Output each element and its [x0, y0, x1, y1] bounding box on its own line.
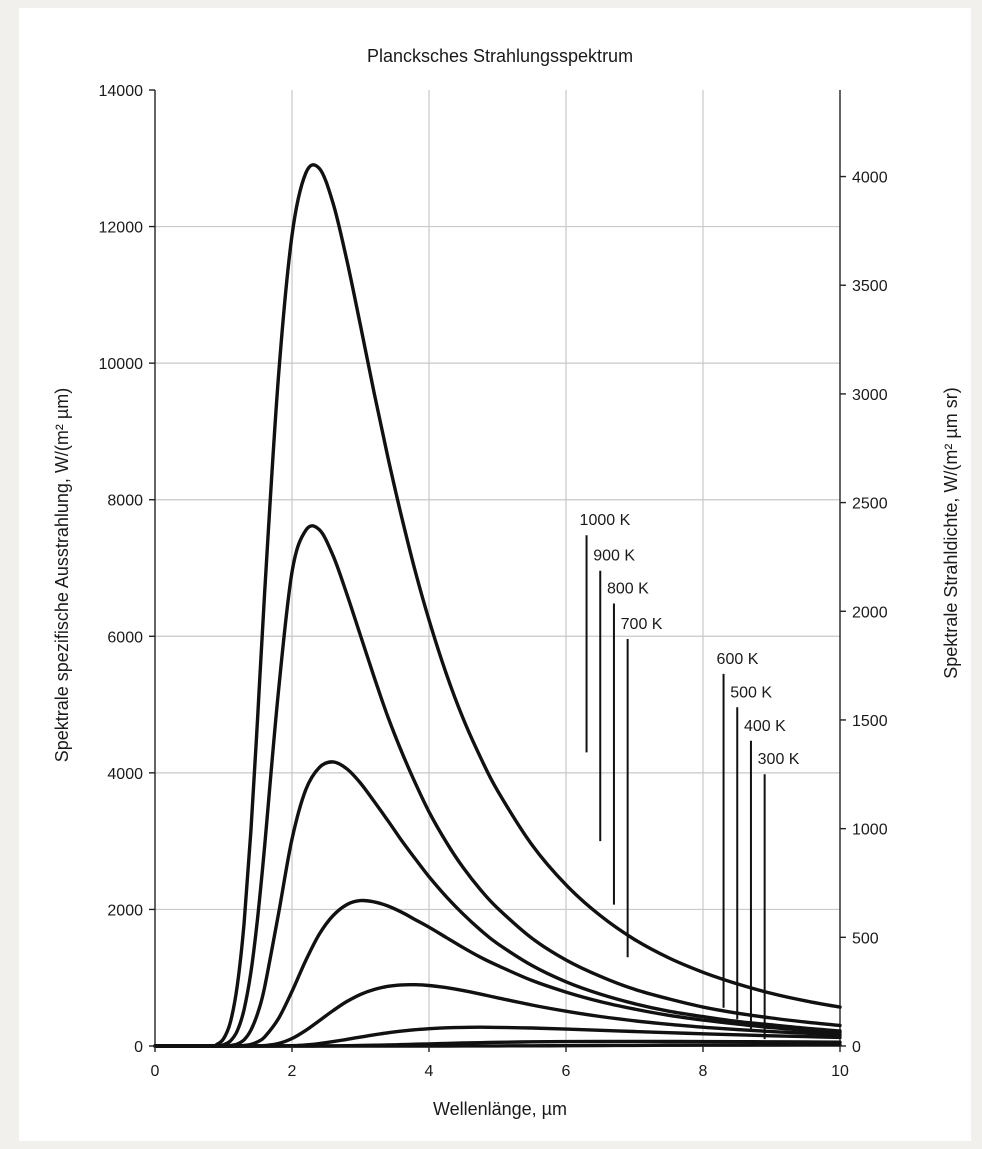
axes: 0 2 4 6 8 10020004000600080001000012000140000… [99, 83, 888, 1080]
x-tick-label: 10 [831, 1063, 849, 1080]
x-tick-label: 4 [425, 1063, 434, 1080]
y-tick-label: 14000 [99, 83, 144, 100]
y2-tick-label: 2000 [852, 604, 888, 621]
annotation-label: 700 K [621, 616, 663, 633]
y2-tick-label: 3500 [852, 278, 888, 295]
chart-title: Plancksches Strahlungsspektrum [367, 46, 633, 66]
temperature-annotations: 1000 K 900 K 800 K 700 K 600 K 500 K 400 K 300 … [580, 512, 800, 1040]
chart-card: 1000 K 900 K 800 K 700 K 600 K 500 K 400 K 300 … [19, 8, 971, 1141]
y-tick-label: 4000 [107, 766, 143, 783]
y2-tick-label: 2500 [852, 496, 888, 513]
x-tick-label: 8 [699, 1063, 708, 1080]
y2-tick-label: 1500 [852, 713, 888, 730]
series-line-800k [153, 760, 842, 1048]
annotation-label: 1000 K [580, 512, 631, 529]
x-axis-label: Wellenlänge, µm [433, 1099, 567, 1119]
x-tick-label: 2 [288, 1063, 297, 1080]
x-tick-label: 0 [151, 1063, 160, 1080]
y-tick-label: 0 [134, 1039, 143, 1056]
y2-tick-label: 3000 [852, 387, 888, 404]
annotation-label: 800 K [607, 581, 649, 598]
y-tick-label: 10000 [99, 356, 144, 373]
annotation-label: 600 K [717, 651, 759, 668]
x-tick-label: 6 [562, 1063, 571, 1080]
planck-chart: 1000 K 900 K 800 K 700 K 600 K 500 K 400 K 300 … [52, 46, 961, 1119]
y-tick-label: 12000 [99, 220, 144, 237]
y-axis-label: Spektrale spezifische Ausstrahlung, W/(m… [52, 388, 72, 763]
annotation-label: 500 K [730, 684, 772, 701]
y2-tick-label: 0 [852, 1039, 861, 1056]
y2-tick-label: 4000 [852, 170, 888, 187]
series-line-300k [153, 1043, 842, 1048]
y-tick-label: 6000 [107, 629, 143, 646]
series-line-900k [153, 524, 842, 1048]
y2-tick-label: 500 [852, 930, 879, 947]
y-tick-label: 8000 [107, 493, 143, 510]
y2-tick-label: 1000 [852, 822, 888, 839]
annotation-label: 400 K [744, 718, 786, 735]
y-tick-label: 2000 [107, 902, 143, 919]
secondary-y-axis-label: Spektrale Strahldichte, W/(m² µm sr) [941, 387, 961, 678]
annotation-label: 300 K [758, 751, 800, 768]
annotation-label: 900 K [593, 548, 635, 565]
